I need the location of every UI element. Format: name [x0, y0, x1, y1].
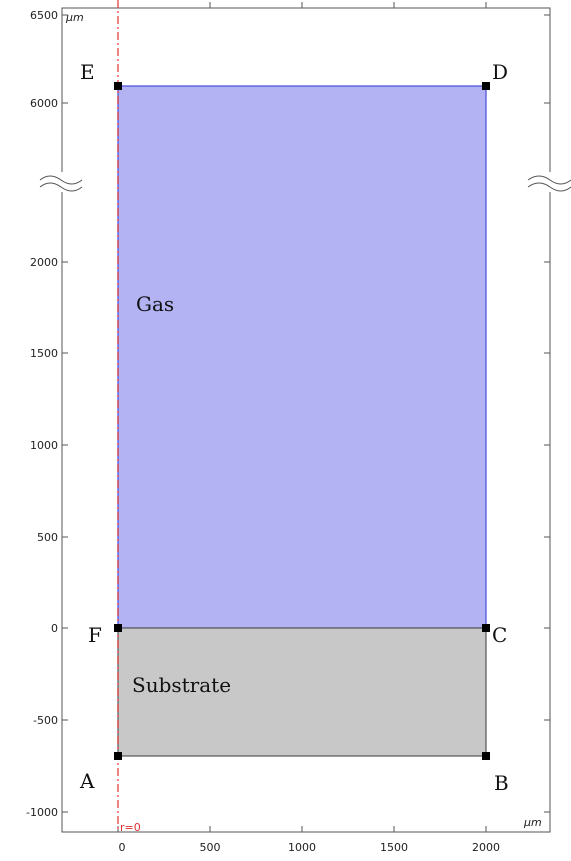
x-tick-label: 500: [200, 841, 221, 854]
top-x-ticks: [117, 2, 487, 8]
marker-E: [114, 82, 122, 90]
gas-region: [117, 85, 487, 629]
y-tick-label: 6000: [30, 97, 58, 110]
y-tick-label: 500: [37, 531, 58, 544]
y-tick-label: -1000: [26, 806, 58, 819]
x-tick-label: 1500: [380, 841, 408, 854]
marker-B: [482, 752, 490, 760]
unit-label-bottom: µm: [523, 816, 542, 829]
x-tick-label: 0: [119, 841, 126, 854]
point-label-F: F: [88, 623, 102, 647]
point-label-B: B: [494, 771, 509, 795]
left-y-ticks: [62, 14, 68, 813]
point-label-D: D: [492, 60, 508, 84]
y-tick-label: 1000: [30, 439, 58, 452]
y-tick-label: 2000: [30, 256, 58, 269]
symmetry-axis-label: r=0: [120, 821, 141, 834]
y-tick-label: 6500: [30, 9, 58, 22]
marker-F: [114, 624, 122, 632]
x-tick-label: 1000: [288, 841, 316, 854]
y-tick-label: 0: [51, 622, 58, 635]
y-tick-label: 1500: [30, 347, 58, 360]
marker-A: [114, 752, 122, 760]
x-tick-label: 2000: [472, 841, 500, 854]
bottom-x-ticks: [117, 826, 487, 832]
point-label-E: E: [80, 60, 95, 84]
right-y-ticks: [544, 14, 550, 813]
point-label-C: C: [492, 623, 507, 647]
region-label-substrate: Substrate: [132, 673, 231, 697]
left-axis-break: [39, 172, 83, 192]
plot-frame: [61, 7, 551, 833]
substrate-region: [117, 627, 487, 757]
right-axis-break: [527, 172, 571, 192]
marker-C: [482, 624, 490, 632]
region-label-gas: Gas: [136, 292, 174, 316]
corner-markers: [114, 82, 490, 760]
point-label-A: A: [79, 769, 95, 793]
y-tick-label: -500: [33, 714, 58, 727]
marker-D: [482, 82, 490, 90]
unit-label-top: µm: [65, 11, 84, 24]
